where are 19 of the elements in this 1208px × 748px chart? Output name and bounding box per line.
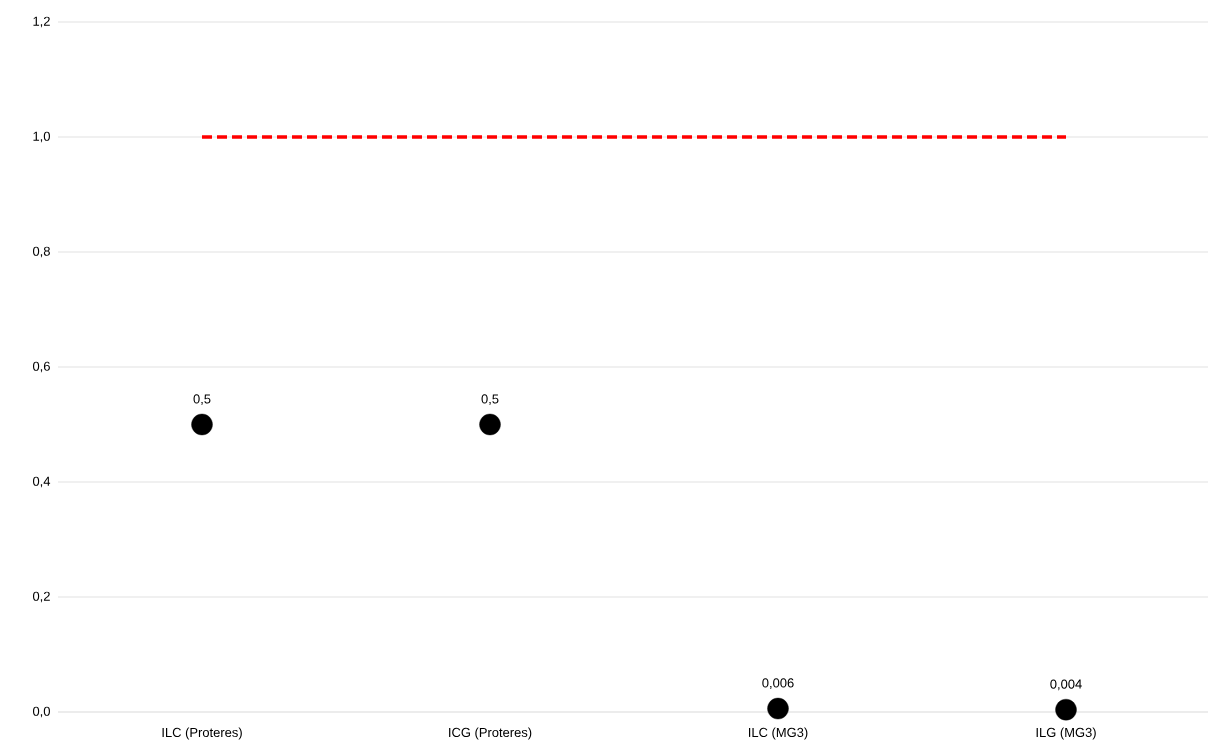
point (767, 697, 789, 720)
x-tick-label: ILC (MG3) (748, 727, 808, 740)
data-label: 0,5 (193, 394, 211, 405)
x-tick-label: ILC (Proteres) (162, 727, 242, 740)
y-tick-label: 0,4 (32, 476, 51, 488)
y-tick-label: 0,2 (32, 591, 50, 603)
x-tick-label: ICG (Proteres) (449, 727, 532, 740)
y-tick-label: 1,2 (33, 16, 50, 28)
data-label: 0,004 (1050, 679, 1082, 691)
point (1055, 699, 1077, 721)
y-tick-label: 1,0 (33, 131, 50, 143)
y-tick-label: 0,0 (32, 706, 50, 718)
data-label: 0,006 (762, 678, 794, 690)
data-label: 0,5 (481, 394, 499, 405)
y-tick-label: 0,8 (32, 246, 50, 258)
y-tick-label: 0,6 (32, 361, 50, 373)
point (479, 413, 501, 436)
x-tick-label: ILG (MG3) (1036, 727, 1096, 740)
point (191, 413, 213, 436)
